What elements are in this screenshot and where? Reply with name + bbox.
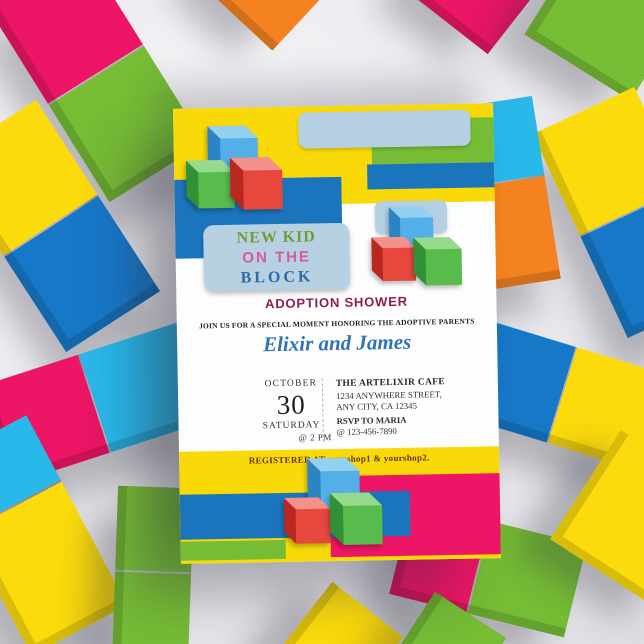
parents-names: Elixir and James bbox=[262, 329, 412, 357]
toy-block-orange-top bbox=[206, 0, 334, 51]
badge-line-on-the: ON THE bbox=[242, 248, 312, 267]
lightblue-bar-top bbox=[298, 109, 471, 149]
toy-block-pink-top bbox=[412, 0, 547, 55]
blue-stripe-top-right bbox=[367, 162, 495, 190]
toy-cube-green bbox=[185, 159, 235, 209]
toy-cube-red bbox=[371, 236, 417, 282]
badge-line-block: BLOCK bbox=[240, 268, 314, 287]
badge-line-new-kid: NEW KID bbox=[236, 228, 317, 247]
date-day: 30 bbox=[276, 389, 306, 421]
adoption-shower-title: ADOPTION SHOWER bbox=[264, 293, 408, 312]
address-line-2: ANY CITY, CA 12345 bbox=[336, 400, 418, 413]
new-kid-on-the-block-badge: NEW KID ON THE BLOCK bbox=[203, 222, 351, 292]
toy-block-yellow-bottom bbox=[276, 581, 404, 644]
date-column: OCTOBER 30 SATURDAY @ 2 PM bbox=[251, 377, 332, 444]
venue-column: THE ARTELIXIR CAFE 1234 ANYWHERE STREET,… bbox=[336, 375, 492, 438]
toy-block-green-top-right bbox=[524, 0, 644, 101]
date-time: @ 2 PM bbox=[298, 432, 332, 443]
invitation-card: NEW KID ON THE BLOCK ADOPTION SHOWER JOI… bbox=[173, 103, 501, 564]
toy-cube-green bbox=[413, 237, 463, 286]
toy-cube-red bbox=[283, 497, 331, 544]
toy-cube-green bbox=[329, 492, 383, 545]
toy-cube-red bbox=[229, 157, 283, 210]
phone-line: @ 123-456-7890 bbox=[336, 425, 397, 438]
green-stripe-bottom bbox=[180, 539, 286, 561]
